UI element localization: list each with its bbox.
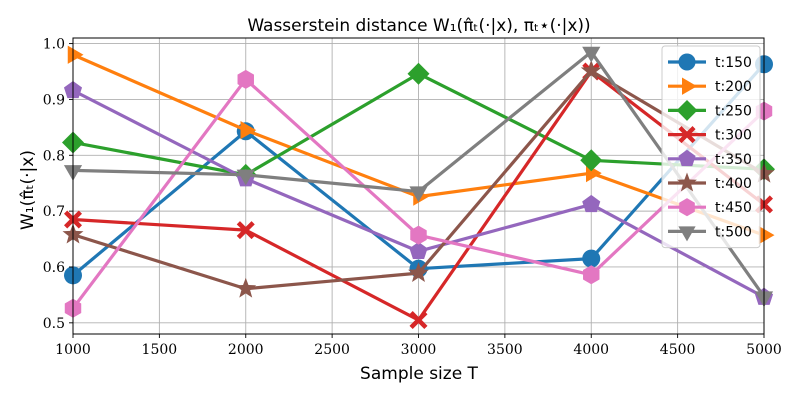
x-tick-label: 3000 xyxy=(401,342,437,358)
legend-entry: t:250 xyxy=(668,99,752,121)
x-tick-label: 1500 xyxy=(142,342,178,358)
legend-entry: t:350 xyxy=(668,149,752,168)
legend-entry: t:450 xyxy=(668,198,752,217)
data-point-marker xyxy=(758,226,775,245)
data-point-marker xyxy=(580,149,603,172)
legend-label: t:200 xyxy=(715,79,752,95)
y-tick-label: 0.8 xyxy=(43,148,65,164)
legend-box xyxy=(661,45,761,249)
legend-label: t:150 xyxy=(715,55,752,71)
legend-marker xyxy=(678,53,696,71)
x-tick-label: 3500 xyxy=(487,342,523,358)
data-point-marker xyxy=(236,221,255,240)
data-point-marker xyxy=(582,46,601,63)
data-point-marker xyxy=(580,59,602,80)
grid-lines xyxy=(72,38,765,334)
legend-label: t:250 xyxy=(715,103,752,119)
legend-label: t:450 xyxy=(715,200,752,216)
y-tick-label: 1.0 xyxy=(43,37,65,53)
x-tick-label: 2000 xyxy=(228,342,264,358)
data-point-marker xyxy=(583,265,600,285)
x-tick-label: 4000 xyxy=(573,342,609,358)
x-tick-label: 1000 xyxy=(55,342,91,358)
legend-marker xyxy=(676,99,698,121)
legend-label: t:500 xyxy=(715,224,752,240)
data-point-marker xyxy=(235,277,257,298)
y-tick-label: 0.5 xyxy=(43,316,65,332)
data-point-marker xyxy=(582,249,601,268)
legend-label: t:350 xyxy=(715,152,752,168)
legend-marker xyxy=(677,172,697,192)
legend-entry: t:150 xyxy=(668,53,752,71)
legend-entry: t:500 xyxy=(668,224,752,242)
data-point-marker xyxy=(236,169,255,186)
data-point-marker xyxy=(67,45,84,64)
legend-marker xyxy=(678,126,696,144)
legend-label: t:300 xyxy=(715,128,752,144)
legend-label: t:400 xyxy=(715,176,752,192)
legend-entry: t:300 xyxy=(668,126,752,144)
chart-title: Wasserstein distance W₁(π̂ₜ(·|x), πₜ⋆(·|… xyxy=(247,16,590,36)
tick-layer: 1000 1500 2000 2500 3000 3500 4000 4500 5000 0.5 0… xyxy=(43,37,782,358)
data-point-marker xyxy=(410,225,427,245)
data-point-marker xyxy=(409,241,428,260)
x-axis-label: Sample size T xyxy=(360,364,479,384)
y-axis-label: W₁(π̂ₜ(·|x) xyxy=(18,150,38,230)
legend-marker xyxy=(679,198,695,217)
legend-marker xyxy=(678,226,696,242)
legend-marker xyxy=(682,77,697,95)
data-point-marker xyxy=(408,262,429,283)
legend-entry: t:400 xyxy=(668,172,752,192)
series-t-500 xyxy=(63,46,774,308)
data-point-marker xyxy=(407,62,430,85)
data-point-marker xyxy=(240,121,257,140)
data-point-marker xyxy=(409,186,428,203)
legend: t:150 t:200 t:250 t:300 t:350 t:400 t:450 t:500 xyxy=(661,45,761,249)
x-tick-label: 5000 xyxy=(746,342,782,358)
y-tick-label: 0.9 xyxy=(43,92,65,108)
y-tick-label: 0.6 xyxy=(43,260,65,276)
data-point-marker xyxy=(582,194,601,213)
y-tick-label: 0.7 xyxy=(43,204,65,220)
data-point-marker xyxy=(237,69,254,89)
legend-entry: t:200 xyxy=(668,77,752,95)
x-tick-label: 4500 xyxy=(660,342,696,358)
x-tick-label: 2500 xyxy=(314,342,350,358)
data-point-marker xyxy=(409,311,428,330)
legend-marker xyxy=(678,149,696,167)
